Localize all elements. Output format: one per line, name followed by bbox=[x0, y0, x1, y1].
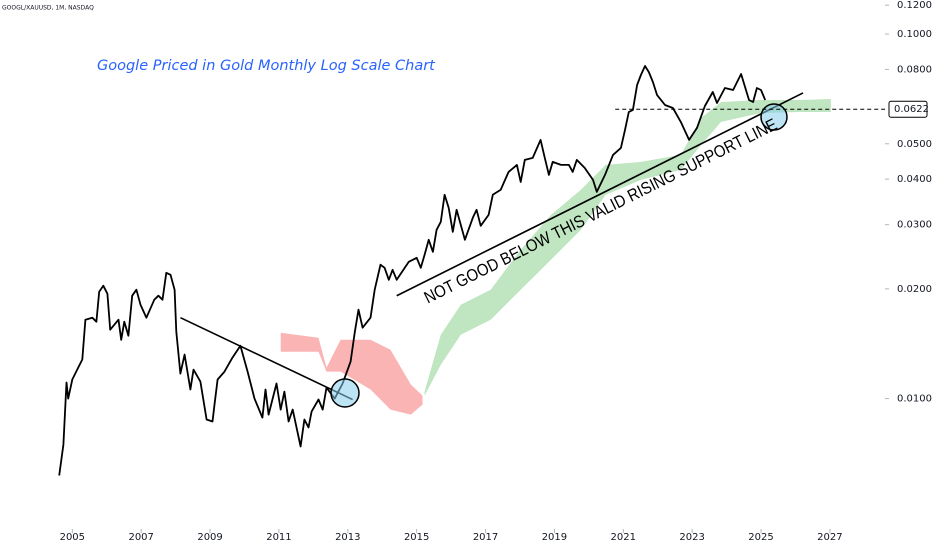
x-tick-label: 2019 bbox=[542, 532, 567, 543]
trend-line bbox=[180, 316, 353, 401]
y-tick-label: 0.1200 bbox=[897, 0, 932, 11]
x-tick-label: 2023 bbox=[679, 532, 704, 543]
x-tick-label: 2017 bbox=[473, 532, 498, 543]
x-tick-label: 2005 bbox=[60, 532, 85, 543]
last-price-label: 0.0622 bbox=[894, 104, 929, 115]
y-tick-label: 0.0400 bbox=[897, 174, 932, 185]
source-label: GOOGL/XAUUSD, 1M, NASDAQ bbox=[2, 5, 94, 12]
clouds bbox=[280, 99, 831, 415]
x-tick-label: 2025 bbox=[748, 532, 773, 543]
x-tick-label: 2011 bbox=[266, 532, 291, 543]
trend-line bbox=[396, 92, 804, 297]
y-tick-label: 0.0200 bbox=[897, 284, 932, 295]
y-tick-label: 0.0500 bbox=[897, 139, 932, 150]
cloud bbox=[280, 332, 423, 415]
x-tick-label: 2027 bbox=[817, 532, 842, 543]
last-price-box bbox=[888, 100, 928, 118]
highlight-circle bbox=[760, 103, 788, 131]
x-tick-label: 2015 bbox=[404, 532, 429, 543]
x-tick-label: 2021 bbox=[611, 532, 636, 543]
y-tick-label: 0.0100 bbox=[897, 394, 932, 405]
y-tick-label: 0.0800 bbox=[897, 64, 932, 75]
x-tick-label: 2013 bbox=[335, 532, 360, 543]
x-tick-label: 2007 bbox=[128, 532, 153, 543]
highlight-circle bbox=[330, 378, 360, 408]
chart-title: Google Priced in Gold Monthly Log Scale … bbox=[97, 58, 436, 74]
x-tick-label: 2009 bbox=[197, 532, 222, 543]
price-line bbox=[58, 65, 767, 476]
y-tick-label: 0.0300 bbox=[897, 220, 932, 231]
y-tick-label: 0.1000 bbox=[897, 29, 932, 40]
lines bbox=[58, 65, 804, 476]
